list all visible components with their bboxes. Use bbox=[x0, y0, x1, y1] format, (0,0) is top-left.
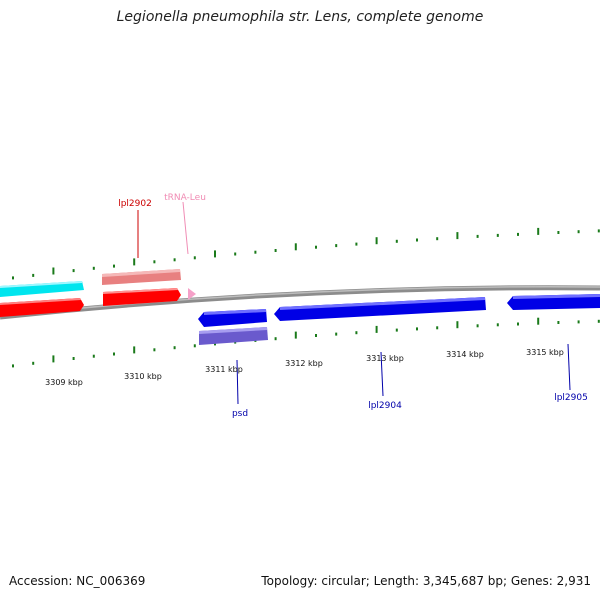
tick-label-3312: 3312 kbp bbox=[285, 359, 323, 368]
tick-label-3310: 3310 kbp bbox=[124, 372, 162, 381]
forward-strand-features bbox=[0, 269, 196, 317]
feature-trna-leu bbox=[188, 288, 196, 300]
tick-label-3313: 3313 kbp bbox=[366, 354, 404, 363]
gene-label-trna-leu: tRNA-Leu bbox=[164, 193, 206, 203]
tick-label-3315: 3315 kbp bbox=[526, 348, 564, 357]
reverse-strand-features bbox=[198, 294, 600, 345]
leader-psd bbox=[236, 359, 239, 405]
map-title: Legionella pneumophila str. Lens, comple… bbox=[116, 9, 484, 25]
topology-stats: Topology: circular; Length: 3,345,687 bp… bbox=[261, 574, 591, 588]
inner-tick-ring bbox=[12, 317, 600, 368]
gene-label-lpl2902: lpl2902 bbox=[118, 199, 152, 209]
feature-psd-cds-top bbox=[204, 309, 266, 315]
outer-tick-ring bbox=[12, 227, 600, 280]
gene-label-psd: psd bbox=[232, 409, 248, 419]
leader-trna-leu bbox=[182, 201, 189, 255]
leader-lpl2904 bbox=[380, 351, 384, 397]
feature-cyan-cog-top bbox=[0, 281, 82, 288]
gene-label-lpl2904: lpl2904 bbox=[368, 401, 402, 411]
genome-backbone bbox=[0, 285, 600, 320]
feature-lpl2902-cds-top bbox=[103, 288, 178, 294]
feature-lpl2904-cds bbox=[274, 297, 486, 321]
tick-label-3311: 3311 kbp bbox=[205, 365, 243, 374]
feature-lpl2904-cds-top bbox=[280, 297, 485, 310]
feature-red-cds-left-top bbox=[0, 298, 81, 305]
genome-backbone-highlight bbox=[0, 285, 600, 317]
tick-label-3309: 3309 kbp bbox=[45, 378, 83, 387]
tick-label-3314: 3314 kbp bbox=[446, 350, 484, 359]
gene-label-lpl2905: lpl2905 bbox=[554, 393, 588, 403]
accession-label: Accession: NC_006369 bbox=[9, 574, 146, 588]
feature-psd-cog-top bbox=[199, 327, 267, 334]
leader-lpl2905 bbox=[567, 343, 571, 391]
feature-lpl2905-cds-top bbox=[513, 294, 600, 299]
feature-pink-cog-top bbox=[102, 269, 180, 277]
